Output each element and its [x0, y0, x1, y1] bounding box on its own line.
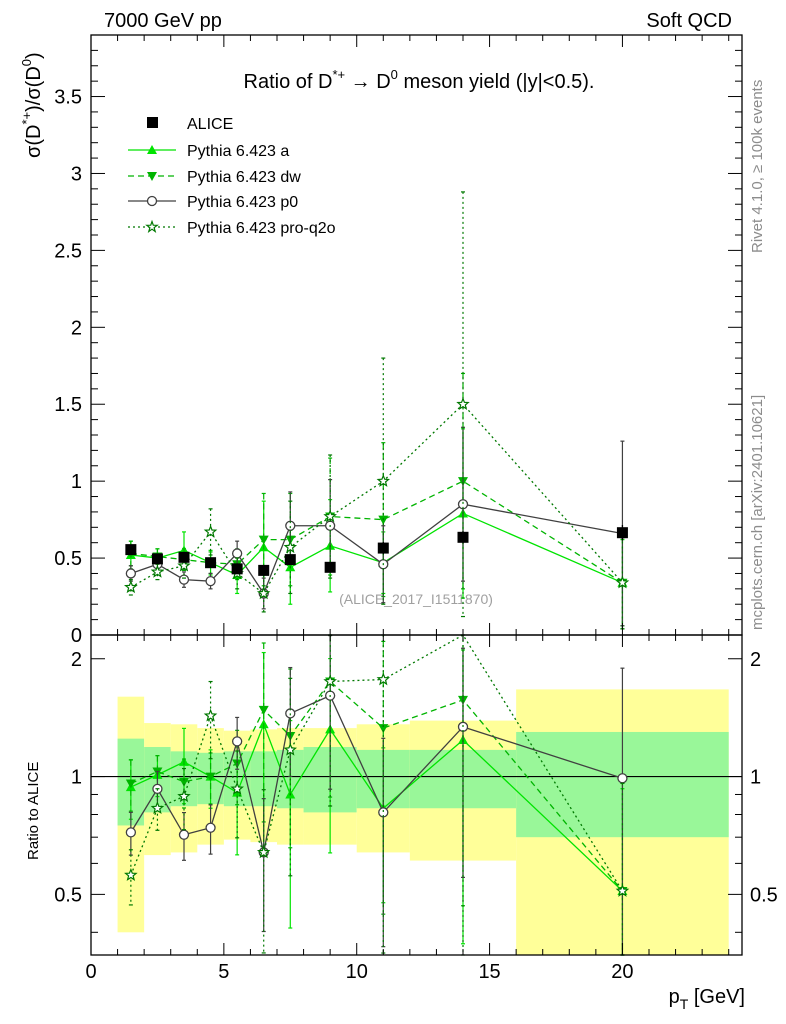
x-tick-label: 5: [218, 961, 229, 983]
legend-p0-label: Pythia 6.423 p0: [187, 194, 298, 211]
ratio-point: [203, 708, 218, 722]
ratio-point: [150, 801, 165, 815]
x-axis-label: pT [GeV]: [669, 986, 745, 1012]
series-point: [323, 509, 337, 523]
legend-dw-label: Pythia 6.423 dw: [187, 169, 301, 186]
series-point: [231, 548, 243, 559]
y-tick-label: 0.5: [54, 548, 82, 570]
y-tick-label: 1.5: [54, 394, 82, 416]
ratio-point: [205, 772, 216, 782]
axes-ticks: 0 5 10 15 20 0 0.5 1 1.5 2 2.5 3 3.5 0.5 0.5 1 1 2 2: [54, 35, 778, 983]
ratio-y-tick-label: 0.5: [54, 884, 82, 906]
legend-dw-marker: [128, 172, 176, 181]
ratio-y-tick-label-right: 0.5: [750, 884, 778, 906]
legend-a-label: Pythia 6.423 a: [187, 143, 289, 160]
series-point: [177, 558, 191, 572]
ratio-point: [125, 827, 137, 838]
series-point: [150, 564, 165, 578]
data-point: [258, 564, 270, 576]
series-point: [178, 574, 190, 585]
header-right: Soft QCD: [646, 10, 732, 32]
data-point: [324, 561, 336, 573]
y-axis-label: σ(D*+)/σ(D0): [19, 52, 45, 158]
ratio-frame: [90, 634, 743, 956]
series-pro: [123, 191, 630, 630]
ratio-bands: [117, 689, 729, 955]
series-point: [125, 568, 137, 579]
x-tick-label: 10: [346, 961, 368, 983]
ratio-point: [178, 829, 190, 840]
ratio-y-axis-label: Ratio to ALICE: [25, 762, 42, 860]
ratio-point: [177, 789, 191, 803]
y-tick-label: 2.5: [54, 240, 82, 262]
data-point: [284, 554, 296, 566]
ratio-point: [617, 773, 628, 784]
ratio-y-tick-label-right: 1: [750, 767, 761, 789]
side-label-top: Rivet 4.1.0, ≥ 100k events: [749, 80, 766, 253]
y-tick-label: 3: [71, 163, 82, 185]
side-label-bottom: mcplots.cern.ch [arXiv:2401.10621]: [749, 395, 766, 630]
y-tick-label: 1: [71, 471, 82, 493]
header-left: 7000 GeV pp: [104, 10, 222, 32]
series-point: [378, 515, 389, 525]
data-point: [178, 551, 190, 563]
legend-pro-label: Pythia 6.423 pro-q2o: [187, 220, 336, 237]
ratio-point: [376, 672, 391, 686]
data-point: [231, 563, 243, 575]
series-point: [123, 580, 138, 594]
legend-a-marker: [128, 145, 176, 154]
ratio-point: [378, 724, 389, 734]
data-point: [457, 531, 469, 543]
data-point: [616, 527, 628, 539]
data-point: [125, 544, 137, 556]
ratio-point: [323, 674, 337, 688]
series-point: [258, 535, 269, 545]
series-point: [256, 586, 271, 600]
ratio-point: [179, 777, 189, 787]
series-point: [283, 540, 298, 554]
ratio-y-tick-label: 1: [71, 767, 82, 789]
ratio-point: [231, 736, 243, 747]
legend-data-label: ALICE: [187, 116, 233, 133]
series-point: [203, 524, 218, 538]
x-tick-label: 15: [478, 961, 500, 983]
ratio-point: [125, 779, 136, 789]
x-tick-label: 0: [85, 961, 96, 983]
series-line: [130, 480, 623, 584]
ratio-point: [205, 822, 216, 833]
y-tick-label: 2: [71, 317, 82, 339]
ratio-y-tick-label: 2: [71, 649, 82, 671]
data-point: [377, 542, 389, 554]
series-line: [130, 512, 623, 584]
series-point: [456, 397, 470, 411]
series-alice: [125, 525, 628, 576]
y-tick-label: 0: [71, 625, 82, 647]
legend-pro-marker: [128, 219, 176, 233]
ratio-point: [283, 742, 298, 756]
ratio-point: [256, 845, 271, 859]
y-tick-label: 3.5: [54, 87, 82, 109]
ratio-point: [124, 867, 138, 881]
data-point: [151, 553, 163, 565]
series-point: [205, 576, 216, 587]
chart-title: Ratio of D*+ → D0 meson yield (|y|<0.5).: [244, 67, 595, 93]
data-point: [205, 557, 217, 569]
watermark: (ALICE_2017_I1511870): [339, 591, 493, 607]
legend-data-marker: [147, 117, 158, 128]
ratio-point: [258, 705, 269, 715]
ratio-line: [130, 634, 623, 892]
ratio-y-tick-label-right: 2: [750, 649, 761, 671]
series-point: [376, 474, 391, 487]
legend-p0-marker: [128, 195, 176, 207]
legend: ALICE Pythia 6.423 a Pythia 6.423 dw Pyt…: [128, 116, 336, 237]
ratio-series-pro: [124, 634, 630, 956]
series-line: [130, 403, 623, 595]
series-line: [130, 503, 623, 595]
ratio-point: [230, 781, 245, 795]
ratio-point: [615, 883, 630, 897]
series-point: [615, 575, 630, 589]
x-tick-label: 20: [611, 961, 633, 983]
